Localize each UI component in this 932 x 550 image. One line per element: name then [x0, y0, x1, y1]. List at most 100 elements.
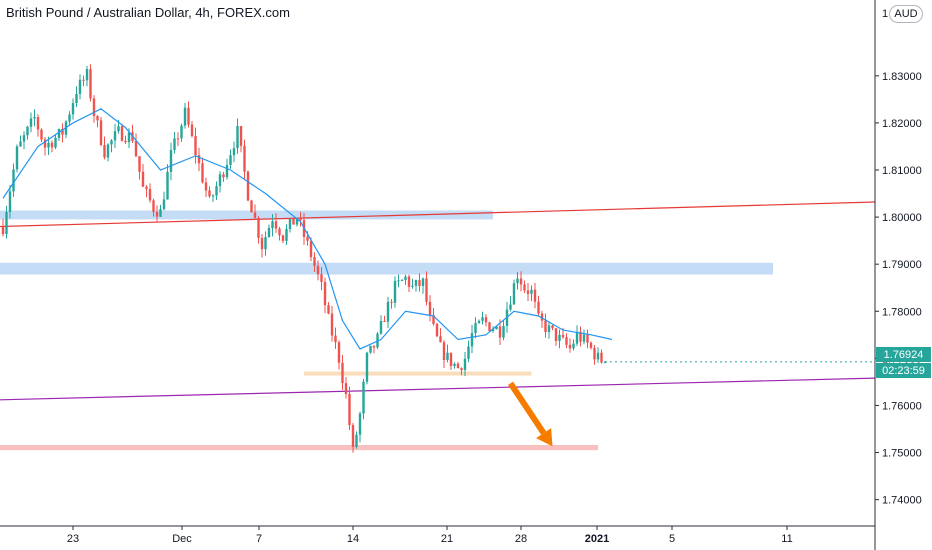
price-tick-label: 1.80000 — [882, 212, 922, 224]
candle-body — [330, 313, 334, 336]
candle-body — [547, 325, 551, 333]
candle-body — [43, 139, 47, 148]
candle-body — [299, 218, 302, 221]
candle-body — [523, 284, 526, 291]
candle-body — [561, 334, 565, 338]
candle-body — [152, 200, 155, 212]
candle-body — [127, 132, 131, 143]
projection-arrow-layer — [508, 381, 553, 447]
candle-body — [484, 317, 488, 323]
candle-body — [551, 325, 554, 329]
candle-body — [36, 117, 40, 130]
candle-body — [519, 278, 523, 285]
candle-body — [148, 189, 152, 201]
candle-body — [155, 211, 159, 217]
candle-body — [600, 352, 603, 363]
price-tick-label: 1.83000 — [882, 71, 922, 83]
candle-body — [439, 336, 442, 343]
price-tick-label: 1.78000 — [882, 306, 922, 318]
trendlines-layer — [0, 201, 876, 401]
candle-body — [190, 124, 194, 136]
candle-body — [19, 141, 22, 147]
candles-layer — [1, 64, 607, 453]
candle-body — [309, 240, 313, 258]
candle-body — [509, 304, 512, 310]
time-tick-label: 21 — [441, 533, 453, 545]
resistance-zone-2 — [0, 262, 773, 275]
candle-body — [306, 236, 309, 241]
candle-body — [460, 368, 463, 370]
candle-body — [397, 280, 400, 282]
candle-body — [274, 221, 278, 229]
candle-body — [29, 118, 33, 127]
candle-body — [481, 317, 484, 321]
candle-body — [365, 352, 369, 382]
candle-body — [425, 278, 428, 302]
candle-body — [61, 128, 64, 135]
candle-body — [316, 265, 320, 275]
candle-body — [68, 114, 71, 122]
candle-body — [337, 342, 341, 363]
candle-body — [432, 315, 435, 324]
candle-body — [134, 140, 138, 157]
candle-body — [89, 69, 92, 99]
projection-arrow-head — [536, 428, 553, 447]
candle-body — [246, 171, 250, 201]
candle-body — [344, 383, 348, 394]
candle-body — [253, 212, 257, 218]
candle-body — [565, 337, 568, 345]
candle-body — [369, 345, 372, 353]
price-tick-label: 1.75000 — [882, 448, 922, 460]
candle-body — [232, 148, 236, 156]
candle-body — [411, 285, 414, 287]
candle-body — [85, 69, 89, 81]
candle-body — [5, 212, 8, 235]
candle-body — [400, 279, 404, 281]
candle-body — [446, 352, 449, 361]
candle-body — [208, 190, 211, 197]
candle-body — [218, 174, 222, 187]
candle-body — [92, 98, 96, 117]
candle-body — [22, 135, 26, 142]
candle-body — [271, 221, 274, 229]
candle-body — [292, 219, 295, 225]
candle-body — [495, 326, 498, 330]
candle-body — [15, 146, 19, 170]
candle-body — [225, 165, 229, 178]
candle-body — [117, 126, 120, 132]
candle-body — [323, 281, 327, 306]
candle-body — [572, 343, 575, 349]
candle-body — [166, 171, 169, 200]
candle-body — [201, 163, 204, 183]
chart-title: British Pound / Australian Dollar, 4h, F… — [6, 5, 290, 20]
candle-body — [110, 140, 113, 145]
time-tick-label: 5 — [669, 533, 675, 545]
candle-body — [183, 107, 187, 126]
time-tick-label: 28 — [515, 533, 527, 545]
candle-body — [470, 333, 474, 347]
support-zone — [0, 445, 598, 451]
candle-body — [239, 126, 243, 146]
candle-body — [50, 142, 54, 148]
candle-body — [82, 79, 85, 81]
candle-body — [281, 235, 285, 241]
candle-body — [362, 381, 365, 414]
candle-body — [113, 131, 117, 141]
candle-body — [162, 199, 166, 210]
time-tick-label: Dec — [172, 533, 192, 545]
candle-body — [386, 301, 390, 322]
time-tick-label: 14 — [347, 533, 359, 545]
candle-body — [138, 156, 141, 172]
candle-body — [295, 218, 299, 225]
candle-body — [530, 289, 533, 294]
candle-body — [145, 186, 148, 190]
candle-body — [124, 140, 127, 143]
candle-body — [358, 413, 362, 435]
candle-body — [355, 434, 358, 447]
candle-body — [320, 274, 323, 282]
time-tick-label: 2021 — [585, 533, 609, 545]
candle-body — [12, 169, 15, 192]
candle-body — [106, 144, 110, 158]
currency-button[interactable]: AUD — [889, 5, 923, 23]
